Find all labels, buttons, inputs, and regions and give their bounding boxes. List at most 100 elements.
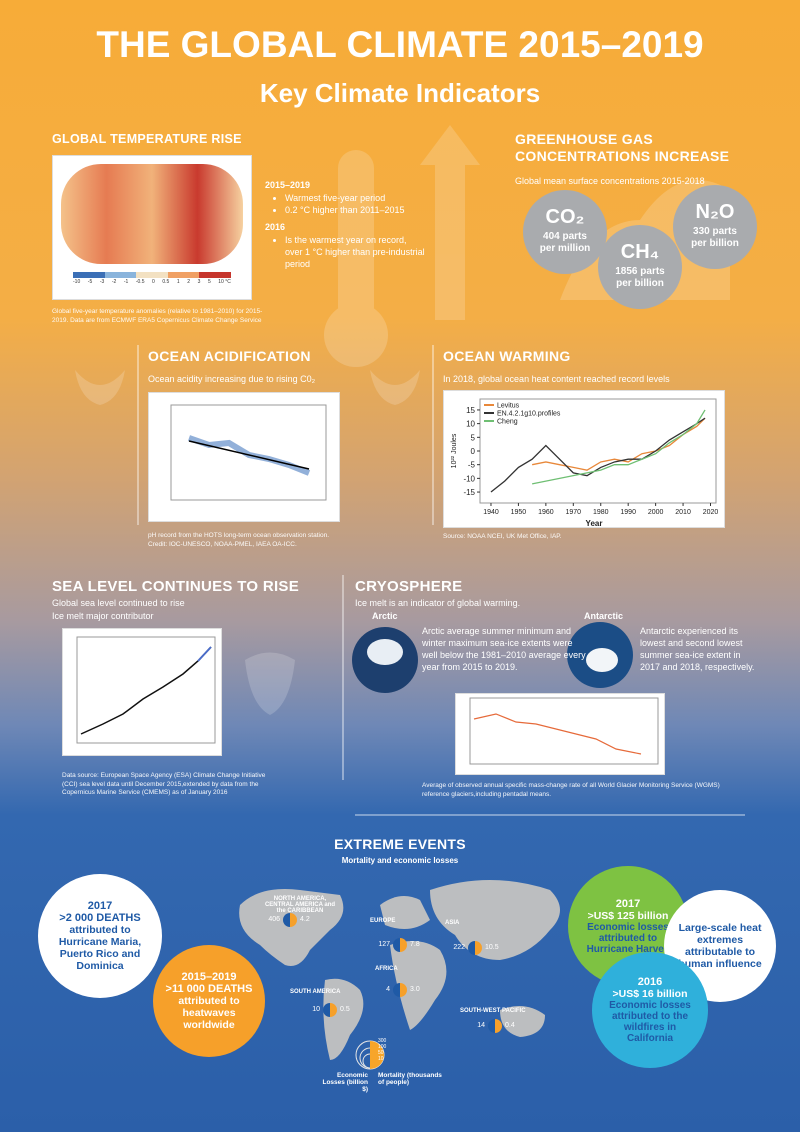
callout-headline: >2 000 DEATHS — [59, 912, 141, 924]
note-item: Is the warmest year on record, over 1 °C… — [285, 234, 425, 270]
ph-sketch — [170, 404, 327, 501]
gas-amount: 404 parts per million — [539, 231, 591, 254]
gas-formula: CH₄ — [620, 241, 660, 263]
x-tick-label: 2000 — [648, 509, 664, 516]
callout: 2016 >US$ 16 billion Economic losses attri… — [592, 952, 708, 1068]
scale-label: 10 — [378, 1056, 384, 1062]
x-tick-label: 2020 — [703, 509, 719, 516]
glacier-image — [455, 693, 665, 775]
section-subtitle: Ocean acidity increasing due to rising C… — [148, 374, 316, 384]
notes: 2015–2019 Warmest five-year period0.2 °C… — [265, 180, 425, 276]
x-axis-label: Year — [586, 519, 603, 528]
region-name: SOUTH AMERICA — [290, 989, 341, 995]
region-label: Arctic — [372, 611, 398, 621]
region-name: AFRICA — [375, 966, 398, 972]
subtitle: Key Climate Indicators — [259, 78, 541, 108]
scale-label: -5 — [87, 279, 93, 285]
x-tick-label: 1970 — [566, 509, 582, 516]
scale-label: -0.5 — [135, 279, 145, 285]
region-marker — [393, 938, 407, 952]
legend-label: EN.4.2.1g10.profiles — [497, 411, 561, 418]
region-name: NORTH AMERICA, CENTRAL AMERICA and the C… — [264, 896, 336, 914]
region-text: Antarctic experienced its lowest and sec… — [640, 626, 755, 672]
note-period: 2016 — [265, 222, 286, 232]
ph-chart-image — [148, 392, 340, 522]
scale-label: 300 — [378, 1038, 387, 1044]
x-tick-label: 1940 — [483, 509, 499, 516]
gas-amount: 330 parts per billion — [691, 226, 739, 249]
scale-label: -2 — [111, 279, 117, 285]
region-mortality: 10.5 — [485, 944, 499, 951]
section-heading: GLOBAL TEMPERATURE RISE — [52, 132, 242, 146]
scale-label: 3 — [197, 279, 201, 285]
region-mortality: 4.2 — [300, 916, 310, 923]
note-item: Warmest five-year period — [285, 192, 425, 204]
y-tick-label: -5 — [468, 461, 476, 470]
scale-label: -10 — [73, 279, 81, 285]
sea-level-image — [62, 628, 222, 756]
section-heading: OCEAN ACIDIFICATION — [148, 348, 311, 364]
region-losses: 222 — [453, 944, 465, 951]
x-tick-label: 1980 — [593, 509, 609, 516]
note-item: 0.2 °C higher than 2011–2015 — [285, 204, 425, 216]
region-losses: 406 — [268, 916, 280, 923]
x-tick-label: 2010 — [675, 509, 691, 516]
callout-text: attributed to heatwaves worldwide — [178, 995, 240, 1031]
section-subtitle: Global mean surface concentrations 2015-… — [515, 176, 705, 186]
callout-text: attributed to Hurricane Maria, Puerto Ri… — [58, 924, 142, 972]
y-tick-label: 0 — [471, 447, 476, 456]
gas-formula: CO₂ — [545, 206, 585, 228]
map-image: -10 -5 -3 -2 -1 -0.5 0 0.5 1 2 3 5 10 °C — [52, 155, 252, 300]
caption: Data source: European Space Agency (ESA)… — [62, 772, 266, 796]
callout-year: 2017 — [615, 897, 641, 910]
y-tick-label: 10 — [466, 420, 475, 429]
callout-headline: >11 000 DEATHS — [165, 983, 253, 995]
legend-losses: Economic Losses (billion $) — [322, 1072, 368, 1093]
section-heading: CRYOSPHERE — [355, 578, 463, 595]
callout-text: Economic losses attributed to Hurricane … — [586, 921, 670, 955]
legend-scale: 300 100 50 10 — [378, 1038, 386, 1062]
region-marker — [283, 913, 297, 927]
callout: 2017 >2 000 DEATHS attributed to Hurricane… — [38, 874, 162, 998]
series-line — [532, 409, 706, 485]
region-name: EUROPE — [370, 918, 396, 924]
scale-label: 2 — [187, 279, 191, 285]
section-subtitle: In 2018, global ocean heat content reach… — [443, 374, 670, 384]
glacier-sketch — [469, 697, 659, 765]
sea-level-sketch — [76, 636, 216, 744]
y-axis-label: 10²² Joules — [451, 433, 458, 468]
color-scale: -10 -5 -3 -2 -1 -0.5 0 0.5 1 2 3 5 10 °C — [73, 279, 231, 285]
ocean-heat-chart: 15 10 5 0 -5 -10 -15 1940 1950 1960 1970 1980 1990 20… — [443, 390, 725, 528]
series-line — [532, 417, 706, 471]
callout-text: Large-scale heat extremes attributable t… — [678, 922, 762, 970]
scale-label: 0.5 — [162, 279, 170, 285]
scale-label: -1 — [123, 279, 129, 285]
region-losses: 4 — [386, 986, 390, 993]
callout-year: 2017 — [87, 900, 113, 912]
section-heading: OCEAN WARMING — [443, 348, 571, 364]
y-tick-label: -10 — [463, 474, 475, 483]
callout-year: 2015–2019 — [181, 971, 237, 983]
callout-headline: >US$ 125 billion — [587, 909, 669, 922]
region-label: Antarctic — [584, 611, 624, 621]
x-tick-label: 1990 — [620, 509, 636, 516]
text-line: Global sea level continued to rise — [52, 598, 185, 608]
legend-label: Levitus — [497, 403, 520, 410]
gas-formula: N₂O — [695, 201, 735, 223]
caption: Global five-year temperature anomalies (… — [52, 308, 263, 324]
section-heading: SEA LEVEL CONTINUES TO RISE — [52, 578, 300, 595]
region-marker — [488, 1019, 502, 1033]
scale-label: 50 — [378, 1050, 384, 1056]
gas-bubble: CO₂ 404 parts per million — [523, 190, 607, 274]
region-name: SOUTH-WEST PACIFIC — [460, 1008, 526, 1014]
region-name: ASIA — [445, 920, 460, 926]
gas-bubble: N₂O 330 parts per billion — [673, 185, 757, 269]
caption: pH record from the HOTS long-term ocean … — [148, 532, 329, 548]
callout-headline: >US$ 16 billion — [612, 988, 688, 1000]
region-mortality: 0.5 — [340, 1006, 350, 1013]
section-heading: EXTREME EVENTS — [334, 836, 466, 852]
section-heading: GREENHOUSE GAS CONCENTRATIONS INCREASE — [515, 131, 730, 164]
region-marker — [323, 1003, 337, 1017]
scale-label: -3 — [99, 279, 105, 285]
